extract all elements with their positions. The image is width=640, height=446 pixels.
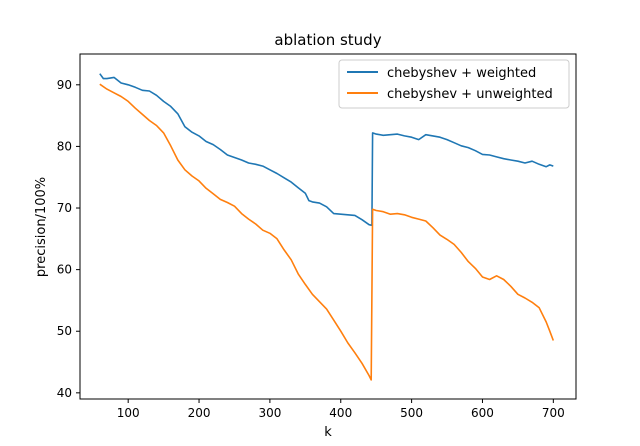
- x-tick-label: 300: [258, 406, 281, 420]
- series-line-weighted: [99, 73, 554, 227]
- legend: chebyshev + weighted chebyshev + unweigh…: [338, 59, 570, 109]
- chart-title: ablation study: [274, 31, 381, 49]
- y-tick-label: 90: [57, 78, 72, 92]
- y-tick-label: 50: [57, 324, 72, 338]
- series-layer: [99, 73, 555, 381]
- x-tick-label: 500: [400, 406, 423, 420]
- y-tick-label: 70: [57, 201, 72, 215]
- x-tick-label: 200: [188, 406, 211, 420]
- x-tick-label: 100: [117, 406, 140, 420]
- plot-area: [79, 53, 577, 400]
- y-axis-label: precision/100%: [34, 177, 49, 277]
- x-axis-label: k: [324, 425, 332, 440]
- legend-box: [338, 59, 570, 109]
- y-axis: 40 50 60 70 80 90: [57, 78, 80, 400]
- y-tick-label: 60: [57, 263, 72, 277]
- legend-label-unweighted: chebyshev + unweighted: [387, 87, 553, 102]
- x-tick-label: 700: [542, 406, 565, 420]
- plot-frame: [79, 53, 577, 400]
- x-axis: 100 200 300 400 500 600 700: [117, 399, 565, 420]
- y-tick-label: 40: [57, 386, 72, 400]
- legend-label-weighted: chebyshev + weighted: [387, 66, 536, 81]
- x-tick-label: 400: [329, 406, 352, 420]
- x-tick-label: 600: [471, 406, 494, 420]
- y-tick-label: 80: [57, 139, 72, 153]
- series-line-unweighted: [99, 83, 555, 381]
